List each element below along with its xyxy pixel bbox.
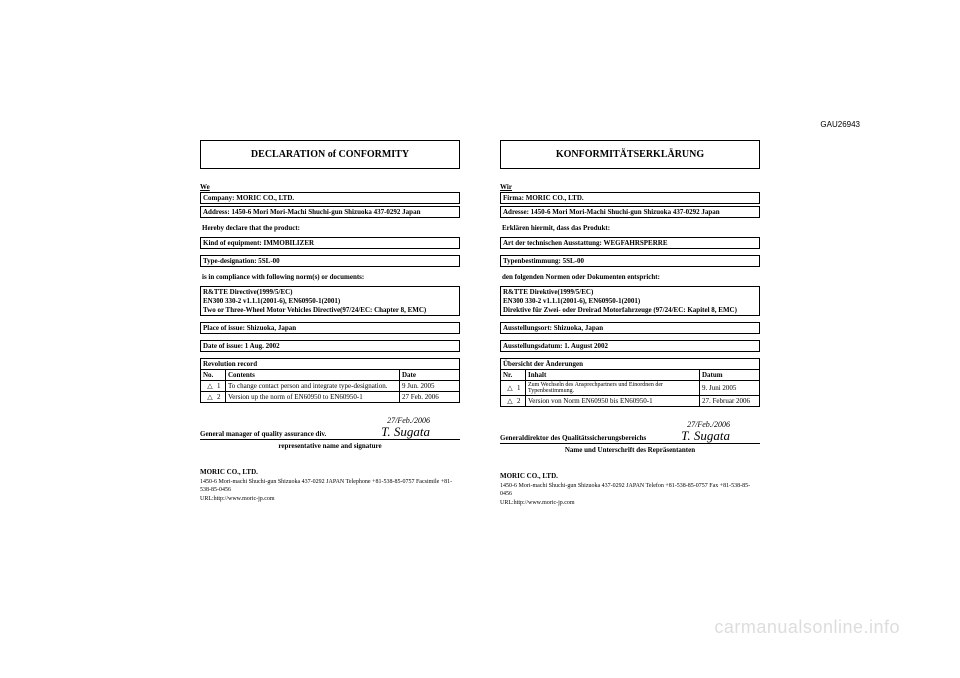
footer-name-de: MORIC CO., LTD.	[500, 472, 760, 482]
rev-title: Revolution record	[201, 359, 460, 370]
norms-box: R&TTE Directive(1999/5/EC) EN300 330-2 v…	[200, 286, 460, 316]
rev-no-2: △2	[201, 392, 226, 403]
norms-line-3: Two or Three-Wheel Motor Vehicles Direct…	[203, 306, 457, 315]
footer-url: URL:http://www.moric-jp.com	[200, 495, 460, 503]
table-row: △1 Zum Wechseln des Ansprechpartners und…	[501, 381, 760, 396]
adresse-box: Adresse: 1450-6 Mori Mori-Machi Shuchi-g…	[500, 206, 760, 218]
signature-scribble-de: T. Sugata	[652, 429, 730, 442]
rev-no-1-de: △1	[501, 381, 526, 396]
rev-h-date: Date	[400, 370, 460, 381]
rev-no-1: △1	[201, 381, 226, 392]
rev-c-2-de: Version von Norm EN60950 bis EN60950-1	[526, 396, 700, 407]
firma-box: Firma: MORIC CO., LTD.	[500, 192, 760, 204]
rev-c-2: Version up the norm of EN60950 to EN6095…	[226, 392, 400, 403]
address-box: Address: 1450-6 Mori Mori-Machi Shuchi-g…	[200, 206, 460, 218]
table-row: △2 Version von Norm EN60950 bis EN60950-…	[501, 396, 760, 407]
page: GAU26943 DECLARATION of CONFORMITY We Co…	[0, 0, 960, 678]
rev-d-2-de: 27. Februar 2006	[700, 396, 760, 407]
revision-table-de: Übersicht der Änderungen Nr. Inhalt Datu…	[500, 358, 760, 407]
compliance-line-de: den folgenden Normen oder Dokumenten ent…	[500, 273, 760, 281]
rev-h-date-de: Datum	[700, 370, 760, 381]
rep-line-de: Name und Unterschrift des Repräsentanten	[500, 446, 760, 454]
declaration-german: KONFORMITÄTSERKLÄRUNG Wir Firma: MORIC C…	[500, 140, 760, 507]
norms-line-2: EN300 330-2 v1.1.1(2001-6), EN60950-1(20…	[203, 297, 457, 306]
norms-line-3-de: Direktive für Zwei- oder Dreirad Motorfa…	[503, 306, 757, 315]
rev-h-no: No.	[201, 370, 226, 381]
signature-row: General manager of quality assurance div…	[200, 417, 460, 440]
signature-scribble: T. Sugata	[332, 425, 430, 438]
date-box-de: Ausstellungsdatum: 1. August 2002	[500, 340, 760, 352]
compliance-line: is in compliance with following norm(s) …	[200, 273, 460, 281]
place-box: Place of issue: Shizuoka, Japan	[200, 322, 460, 334]
table-row: △2 Version up the norm of EN60950 to EN6…	[201, 392, 460, 403]
signature-row-de: Generaldirektor des Qualitätssicherungsb…	[500, 421, 760, 444]
rev-d-2: 27 Feb. 2006	[400, 392, 460, 403]
kind-box: Kind of equipment: IMMOBILIZER	[200, 237, 460, 249]
norms-box-de: R&TTE Direktive(1999/5/EC) EN300 330-2 v…	[500, 286, 760, 316]
footer-en: MORIC CO., LTD. 1450-6 Mori-machi Shuchi…	[200, 468, 460, 503]
rev-d-1-de: 9. Juni 2005	[700, 381, 760, 396]
signature-role-de: Generaldirektor des Qualitätssicherungsb…	[500, 434, 646, 442]
rev-h-contents: Contents	[226, 370, 400, 381]
rev-d-1: 9 Jun. 2005	[400, 381, 460, 392]
signature-block-de: 27/Feb./2006 T. Sugata	[652, 421, 760, 442]
signature-role: General manager of quality assurance div…	[200, 430, 326, 438]
norms-line-2-de: EN300 330-2 v1.1.1(2001-6), EN60950-1(20…	[503, 297, 757, 306]
place-box-de: Ausstellungsort: Shizuoka, Japan	[500, 322, 760, 334]
footer-name: MORIC CO., LTD.	[200, 468, 460, 478]
footer-addr-de: 1450-6 Mori-machi Shuchi-gun Shizuoka 43…	[500, 482, 760, 499]
rev-title-de: Übersicht der Änderungen	[501, 359, 760, 370]
footer-url-de: URL:http://www.moric-jp.com	[500, 499, 760, 507]
declare-line-de: Erklären hiermit, dass das Produkt:	[500, 224, 760, 232]
norms-line-1-de: R&TTE Direktive(1999/5/EC)	[503, 288, 757, 297]
rev-no-2-de: △2	[501, 396, 526, 407]
date-box: Date of issue: 1 Aug. 2002	[200, 340, 460, 352]
company-box: Company: MORIC CO., LTD.	[200, 192, 460, 204]
revision-table: Revolution record No. Contents Date △1 T…	[200, 358, 460, 403]
rev-c-1-de: Zum Wechseln des Ansprechpartners und Ei…	[526, 381, 700, 396]
signature-block: 27/Feb./2006 T. Sugata	[332, 417, 460, 438]
type-box-de: Typenbestimmung: 5SL-00	[500, 255, 760, 267]
rev-h-contents-de: Inhalt	[526, 370, 700, 381]
declare-line: Hereby declare that the product:	[200, 224, 460, 232]
rev-h-no-de: Nr.	[501, 370, 526, 381]
footer-de: MORIC CO., LTD. 1450-6 Mori-machi Shuchi…	[500, 472, 760, 507]
title-de: KONFORMITÄTSERKLÄRUNG	[500, 140, 760, 169]
watermark: carmanualsonline.info	[714, 617, 900, 638]
we-label: We	[200, 183, 460, 191]
declaration-english: DECLARATION of CONFORMITY We Company: MO…	[200, 140, 460, 507]
type-box: Type-designation: 5SL-00	[200, 255, 460, 267]
title-en: DECLARATION of CONFORMITY	[200, 140, 460, 169]
footer-addr: 1450-6 Mori-machi Shuchi-gun Shizuoka 43…	[200, 478, 460, 495]
norms-line-1: R&TTE Directive(1999/5/EC)	[203, 288, 457, 297]
table-row: △1 To change contact person and integrat…	[201, 381, 460, 392]
reference-id: GAU26943	[820, 120, 860, 129]
kind-box-de: Art der technischen Ausstattung: WEGFAHR…	[500, 237, 760, 249]
rev-c-1: To change contact person and integrate t…	[226, 381, 400, 392]
wir-label: Wir	[500, 183, 760, 191]
columns: DECLARATION of CONFORMITY We Company: MO…	[0, 0, 960, 547]
rep-line: representative name and signature	[200, 442, 460, 450]
